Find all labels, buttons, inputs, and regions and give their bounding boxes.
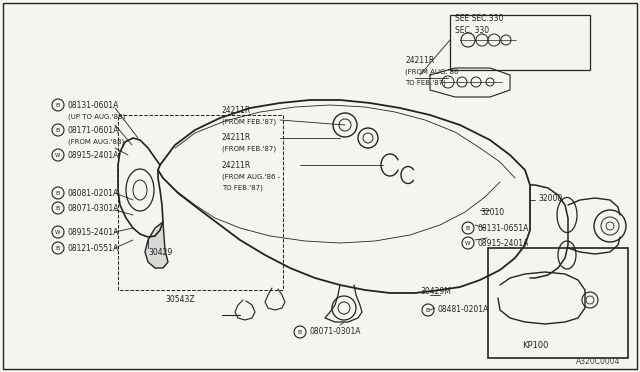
- Text: 32000: 32000: [538, 193, 563, 202]
- Text: TO FEB.'87): TO FEB.'87): [222, 185, 263, 191]
- Text: (FROM AUG.'86 -: (FROM AUG.'86 -: [222, 174, 280, 180]
- Polygon shape: [145, 222, 168, 268]
- Bar: [450, 15, 590, 70]
- Text: TO FEB.'87): TO FEB.'87): [405, 80, 446, 86]
- Text: 08131-0651A: 08131-0651A: [478, 224, 529, 232]
- Text: (FROM FEB.'87): (FROM FEB.'87): [222, 119, 276, 125]
- Text: B: B: [426, 308, 430, 312]
- Text: (FROM AUG.'86: (FROM AUG.'86: [405, 69, 458, 75]
- Text: B: B: [56, 205, 60, 211]
- Text: 08171-0601A: 08171-0601A: [68, 125, 120, 135]
- Text: 24211R: 24211R: [405, 55, 435, 64]
- Text: 24211R: 24211R: [222, 132, 252, 141]
- Text: 08071-0301A: 08071-0301A: [310, 327, 362, 337]
- Text: B: B: [298, 330, 302, 334]
- Text: A320C0004: A320C0004: [575, 357, 620, 366]
- Text: 08071-0301A: 08071-0301A: [68, 203, 120, 212]
- Bar: [118, 115, 283, 290]
- Text: 24211R: 24211R: [222, 160, 252, 170]
- Text: B: B: [56, 103, 60, 108]
- Text: 30429M: 30429M: [420, 288, 451, 296]
- Text: 24211R: 24211R: [222, 106, 252, 115]
- Text: 08915-2401A: 08915-2401A: [478, 238, 529, 247]
- Text: SEC. 330: SEC. 330: [455, 26, 489, 35]
- Text: (FROM FEB.'87): (FROM FEB.'87): [222, 146, 276, 152]
- Text: 08915-2401A: 08915-2401A: [68, 151, 120, 160]
- Text: 08121-0551A: 08121-0551A: [68, 244, 119, 253]
- Text: 08081-0201A: 08081-0201A: [68, 189, 119, 198]
- Text: W: W: [465, 241, 471, 246]
- Text: 08131-0601A: 08131-0601A: [68, 100, 120, 109]
- Text: 30543Z: 30543Z: [165, 295, 195, 305]
- Text: 08915-2401A: 08915-2401A: [68, 228, 120, 237]
- Text: W: W: [55, 153, 61, 157]
- Text: (FROM AUG.'88): (FROM AUG.'88): [68, 139, 124, 145]
- Text: W: W: [55, 230, 61, 234]
- Text: B: B: [466, 225, 470, 231]
- Text: B: B: [56, 246, 60, 250]
- Text: B: B: [56, 128, 60, 132]
- Bar: [488, 248, 628, 358]
- Text: KP100: KP100: [522, 340, 548, 350]
- Text: 32010: 32010: [480, 208, 504, 217]
- Text: B: B: [56, 190, 60, 196]
- Text: 30429: 30429: [148, 247, 172, 257]
- Text: 08481-0201A: 08481-0201A: [438, 305, 489, 314]
- Text: (UP TO AUG.'88): (UP TO AUG.'88): [68, 114, 125, 120]
- Text: SEE SEC.330: SEE SEC.330: [455, 13, 504, 22]
